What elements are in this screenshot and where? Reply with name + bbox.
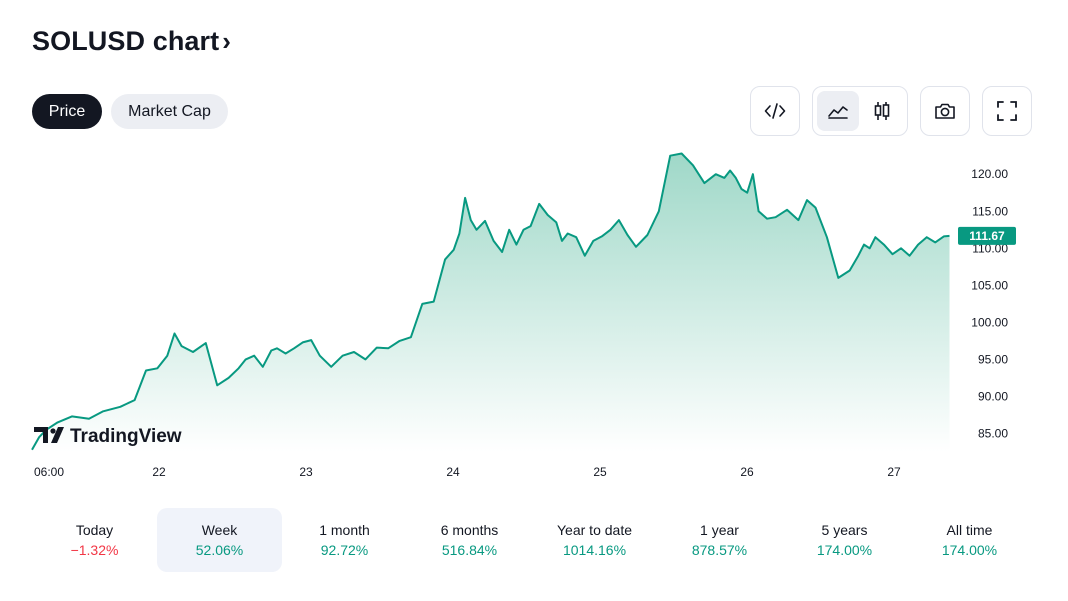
x-axis-tick-label: 06:00 xyxy=(34,465,64,479)
period-change-value: 516.84% xyxy=(441,542,498,558)
period-label: Year to date xyxy=(557,522,632,538)
tab-price[interactable]: Price xyxy=(32,94,102,129)
candlestick-chart-button[interactable] xyxy=(861,91,903,131)
current-price-tag: 111.67 xyxy=(958,226,1016,245)
fullscreen-button[interactable] xyxy=(982,86,1032,136)
period-selector: Today −1.32% Week 52.06% 1 month 92.72% 6 mont… xyxy=(32,508,1032,572)
y-axis-tick-label: 95.00 xyxy=(978,352,1008,366)
chart-title-link[interactable]: SOLUSD chart › xyxy=(32,26,231,57)
price-chart[interactable]: 120.00115.00110.00105.00100.0095.0090.00… xyxy=(0,140,1068,490)
price-area-fill xyxy=(32,153,950,452)
period-change-value: 174.00% xyxy=(941,542,998,558)
period-today[interactable]: Today −1.32% xyxy=(32,508,157,572)
area-chart-icon xyxy=(828,106,848,119)
candlestick-chart-icon xyxy=(874,102,890,120)
period-change-value: −1.32% xyxy=(70,542,119,558)
tab-price-label: Price xyxy=(48,102,86,120)
period-change-value: 92.72% xyxy=(320,542,369,558)
tab-market-cap[interactable]: Market Cap xyxy=(111,94,228,129)
x-axis-tick-label: 26 xyxy=(740,465,754,479)
embed-code-icon xyxy=(764,103,786,119)
period-change-value: 878.57% xyxy=(691,542,748,558)
y-axis-tick-label: 105.00 xyxy=(971,278,1008,292)
period-label: 1 year xyxy=(700,522,739,538)
y-axis-tick-label: 115.00 xyxy=(972,204,1008,218)
current-price-label: 111.67 xyxy=(969,229,1005,243)
period-label: Week xyxy=(201,522,238,538)
period-1-month[interactable]: 1 month 92.72% xyxy=(282,508,407,572)
area-chart-button[interactable] xyxy=(817,91,859,131)
y-axis-tick-label: 90.00 xyxy=(978,389,1008,403)
fullscreen-icon xyxy=(997,101,1017,121)
tradingview-wordmark: TradingView xyxy=(70,426,182,447)
period-label: 1 month xyxy=(319,522,370,538)
tradingview-logo-icon xyxy=(34,427,64,443)
period-change-value: 1014.16% xyxy=(562,542,627,558)
period-change-value: 174.00% xyxy=(816,542,873,558)
x-axis-tick-label: 23 xyxy=(299,465,313,479)
period-label: 5 years xyxy=(821,522,868,538)
x-axis-tick-label: 22 xyxy=(152,465,166,479)
screenshot-button[interactable] xyxy=(920,86,970,136)
x-axis-tick-label: 25 xyxy=(593,465,607,479)
period-6-months[interactable]: 6 months 516.84% xyxy=(407,508,532,572)
page-title: SOLUSD chart xyxy=(32,26,220,56)
period-label: 6 months xyxy=(440,522,499,538)
embed-button[interactable] xyxy=(750,86,800,136)
tab-market-cap-label: Market Cap xyxy=(128,102,211,120)
period-5-years[interactable]: 5 years 174.00% xyxy=(782,508,907,572)
y-axis-tick-label: 85.00 xyxy=(978,426,1008,440)
period-label: Today xyxy=(75,522,114,538)
y-axis-tick-label: 100.00 xyxy=(971,315,1008,329)
chevron-right-icon: › xyxy=(222,26,231,56)
period-year-to-date[interactable]: Year to date 1014.16% xyxy=(532,508,657,572)
period-label: All time xyxy=(946,522,993,538)
y-axis-tick-label: 120.00 xyxy=(971,167,1008,181)
chart-type-toggle xyxy=(812,86,908,136)
period-all-time[interactable]: All time 174.00% xyxy=(907,508,1032,572)
camera-icon xyxy=(935,103,955,119)
period-1-year[interactable]: 1 year 878.57% xyxy=(657,508,782,572)
tradingview-logo: TradingView xyxy=(34,426,182,447)
price-line xyxy=(31,152,950,451)
x-axis-tick-label: 24 xyxy=(446,465,460,479)
period-week[interactable]: Week 52.06% xyxy=(157,508,282,572)
period-change-value: 52.06% xyxy=(195,542,244,558)
x-axis-tick-label: 27 xyxy=(887,465,901,479)
